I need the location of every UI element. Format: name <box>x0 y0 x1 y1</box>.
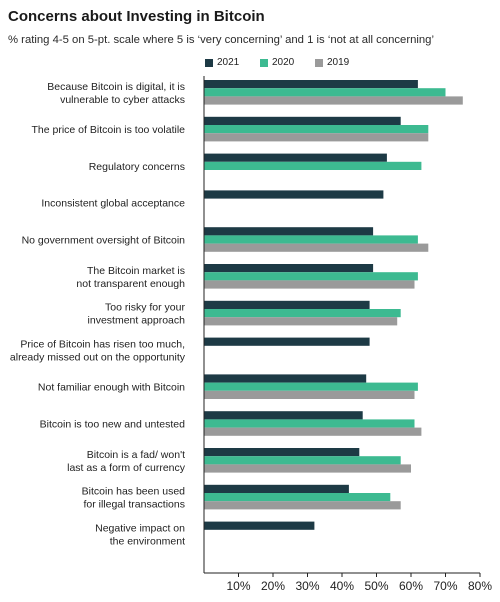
bar-2021-1 <box>204 116 401 125</box>
bar-2021-0 <box>204 80 418 89</box>
legend-swatch-2020 <box>260 58 268 67</box>
category-label-11-0: Bitcoin has been used <box>82 486 185 498</box>
bar-2020-10 <box>204 456 401 465</box>
bar-2021-2 <box>204 153 387 162</box>
bar-2021-5 <box>204 264 374 273</box>
x-tick-label-4: 50% <box>364 579 388 593</box>
bar-2020-8 <box>204 382 418 391</box>
category-label-9-0: Bitcoin is too new and untested <box>40 419 186 431</box>
bar-2021-3 <box>204 190 384 199</box>
category-label-0-0: Because Bitcoin is digital, it is <box>47 81 185 93</box>
x-tick-label-2: 30% <box>295 579 319 593</box>
x-tick-label-7: 80% <box>468 579 492 593</box>
category-label-12-1: the environment <box>110 535 185 547</box>
legend-label-2021: 2021 <box>217 57 240 68</box>
category-label-8-0: Not familiar enough with Bitcoin <box>38 382 185 394</box>
category-label-2-0: Regulatory concerns <box>89 161 185 173</box>
bar-2019-1 <box>204 133 429 142</box>
bar-2021-8 <box>204 374 367 383</box>
category-label-1-0: The price of Bitcoin is too volatile <box>32 124 186 136</box>
bar-2021-10 <box>204 448 360 457</box>
chart-title: Concerns about Investing in Bitcoin <box>8 8 265 25</box>
bar-2019-10 <box>204 464 411 473</box>
category-label-7-1: already missed out on the opportunity <box>10 351 186 363</box>
x-tick-label-1: 20% <box>261 579 285 593</box>
bar-2019-0 <box>204 96 463 105</box>
bar-2019-5 <box>204 280 415 289</box>
category-label-11-1: for illegal transactions <box>83 499 185 511</box>
category-label-5-0: The Bitcoin market is <box>87 265 185 277</box>
category-label-6-1: investment approach <box>88 315 186 327</box>
bar-2020-9 <box>204 419 415 428</box>
bar-2019-9 <box>204 427 422 436</box>
bar-2020-6 <box>204 309 401 318</box>
bar-2021-6 <box>204 300 370 309</box>
legend-item-2020: 2020 <box>260 57 294 68</box>
x-tick-label-3: 40% <box>330 579 354 593</box>
legend-item-2019: 2019 <box>315 57 349 68</box>
bar-2020-11 <box>204 493 391 502</box>
legend-swatch-2021 <box>205 58 213 67</box>
legend-item-2021: 2021 <box>205 57 239 68</box>
x-tick-label-5: 60% <box>399 579 423 593</box>
category-label-12-0: Negative impact on <box>95 522 185 534</box>
bar-2020-0 <box>204 88 446 97</box>
bar-2019-4 <box>204 243 429 252</box>
chart-subtitle: % rating 4-5 on 5-pt. scale where 5 is ‘… <box>8 34 434 46</box>
bar-2021-12 <box>204 521 315 530</box>
x-tick-label-0: 10% <box>226 579 250 593</box>
x-tick-label-6: 70% <box>433 579 457 593</box>
bar-2021-4 <box>204 227 374 236</box>
legend-label-2019: 2019 <box>327 57 350 68</box>
category-label-7-0: Price of Bitcoin has risen too much, <box>20 338 185 350</box>
bar-2020-4 <box>204 235 418 244</box>
category-label-10-1: last as a form of currency <box>67 462 186 474</box>
bar-2019-6 <box>204 317 398 326</box>
category-label-6-0: Too risky for your <box>105 302 185 314</box>
category-label-3-0: Inconsistent global acceptance <box>41 198 185 210</box>
category-label-10-0: Bitcoin is a fad/ won't <box>87 449 185 461</box>
bar-2021-9 <box>204 411 363 420</box>
category-label-5-1: not transparent enough <box>76 278 185 290</box>
bar-2020-5 <box>204 272 418 281</box>
bar-2021-7 <box>204 337 370 346</box>
bar-2020-1 <box>204 125 429 134</box>
category-label-0-1: vulnerable to cyber attacks <box>60 94 185 106</box>
bar-2020-2 <box>204 161 422 170</box>
bar-2021-11 <box>204 484 349 493</box>
category-label-4-0: No government oversight of Bitcoin <box>22 235 186 247</box>
legend-swatch-2019 <box>315 58 323 67</box>
bar-2019-11 <box>204 501 401 510</box>
bar-2019-8 <box>204 390 415 399</box>
legend-label-2020: 2020 <box>272 57 295 68</box>
